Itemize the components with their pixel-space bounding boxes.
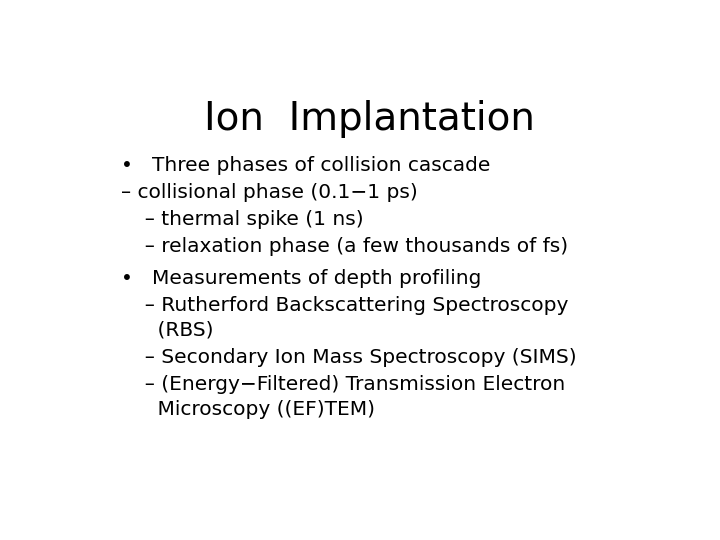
Text: •   Measurements of depth profiling: • Measurements of depth profiling [121, 268, 481, 287]
Text: – Rutherford Backscattering Spectroscopy: – Rutherford Backscattering Spectroscopy [132, 295, 568, 315]
Text: – relaxation phase (a few thousands of fs): – relaxation phase (a few thousands of f… [132, 238, 568, 256]
Text: •   Three phases of collision cascade: • Three phases of collision cascade [121, 156, 490, 176]
Text: – Secondary Ion Mass Spectroscopy (SIMS): – Secondary Ion Mass Spectroscopy (SIMS) [132, 348, 577, 367]
Text: Microscopy ((EF)TEM): Microscopy ((EF)TEM) [132, 400, 375, 419]
Text: (RBS): (RBS) [132, 321, 213, 340]
Text: – collisional phase (0.1−1 ps): – collisional phase (0.1−1 ps) [121, 183, 418, 202]
Text: – (Energy−Filtered) Transmission Electron: – (Energy−Filtered) Transmission Electro… [132, 375, 565, 394]
Text: Ion  Implantation: Ion Implantation [204, 100, 534, 138]
Text: – thermal spike (1 ns): – thermal spike (1 ns) [132, 210, 364, 230]
